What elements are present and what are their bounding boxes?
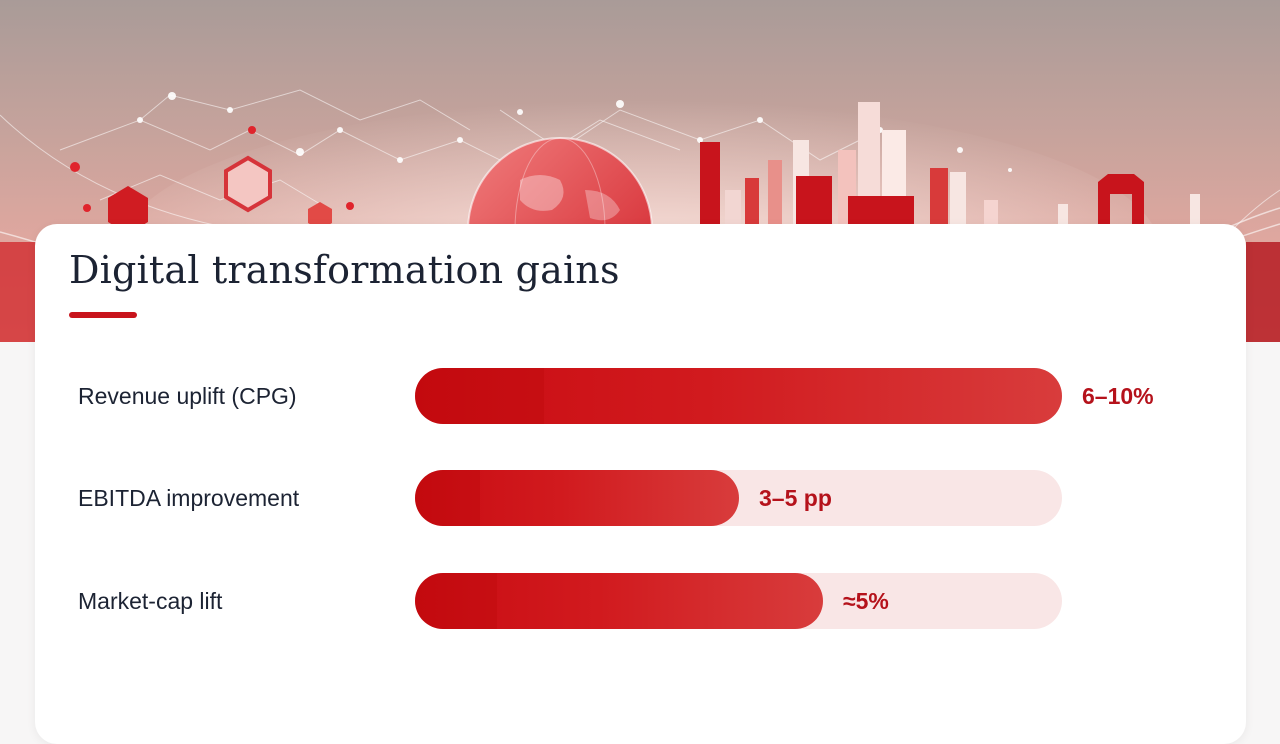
progress-track: 3–5 pp <box>415 470 1062 526</box>
metric-label: Market-cap lift <box>78 588 223 614</box>
metric-value: ≈5% <box>843 588 889 614</box>
progress-fill <box>415 368 1062 424</box>
metric-row-market-cap-lift: Market-cap lift ≈5% <box>35 573 1246 629</box>
metric-label: EBITDA improvement <box>78 485 300 511</box>
metric-value: 3–5 pp <box>759 485 832 511</box>
progress-fill <box>415 573 823 629</box>
metric-row-revenue-uplift: Revenue uplift (CPG) 6–10% <box>35 368 1246 424</box>
metric-row-ebitda-improvement: EBITDA improvement 3–5 pp <box>35 470 1246 526</box>
title-underline <box>69 312 137 318</box>
hexagon-icon <box>108 155 332 234</box>
progress-fill <box>415 470 739 526</box>
progress-track: ≈5% <box>415 573 1062 629</box>
page-title: Digital transformation gains <box>69 248 620 292</box>
metric-label: Revenue uplift (CPG) <box>78 383 297 409</box>
metric-value: 6–10% <box>1082 383 1154 409</box>
content-card: Digital transformation gains Revenue upl… <box>35 224 1246 744</box>
progress-track: 6–10% <box>415 368 1154 424</box>
